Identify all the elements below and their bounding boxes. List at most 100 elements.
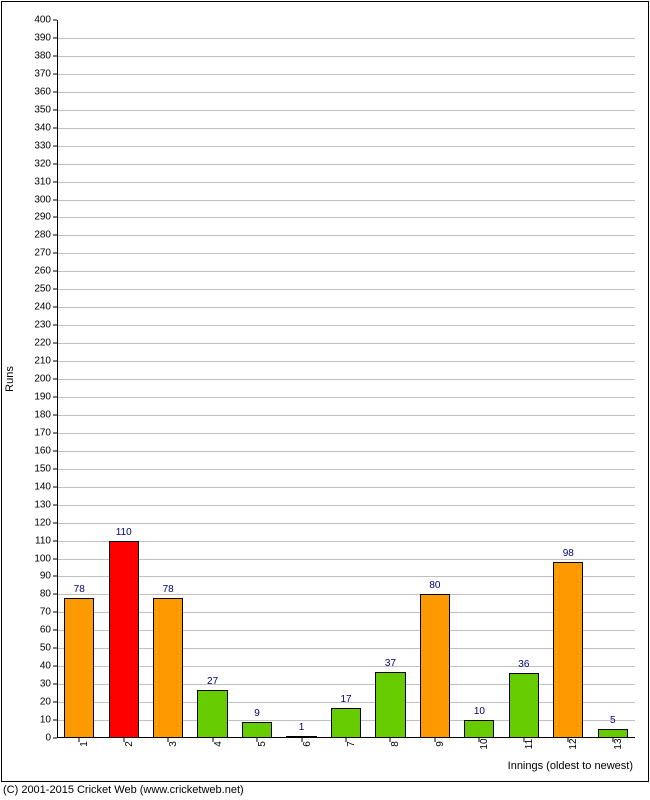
bar: [509, 673, 539, 738]
x-tick-label: 10: [479, 738, 490, 749]
chart-container: 0102030405060708090100110120130140150160…: [0, 0, 650, 800]
bar-value-label: 98: [563, 548, 574, 559]
bar-value-label: 9: [254, 708, 260, 719]
y-tick-label: 100: [34, 553, 51, 564]
gridline: [57, 325, 635, 326]
y-tick-label: 200: [34, 374, 51, 385]
x-tick-label: 5: [257, 741, 268, 747]
gridline: [57, 415, 635, 416]
gridline: [57, 397, 635, 398]
y-tick-label: 160: [34, 445, 51, 456]
gridline: [57, 74, 635, 75]
bar: [420, 594, 450, 738]
y-tick-label: 380: [34, 50, 51, 61]
bar: [598, 729, 628, 738]
bar-value-label: 27: [207, 676, 218, 687]
y-tick-label: 210: [34, 356, 51, 367]
chart-frame: 0102030405060708090100110120130140150160…: [1, 1, 649, 782]
gridline: [57, 307, 635, 308]
plot-area: 0102030405060708090100110120130140150160…: [57, 20, 635, 738]
y-tick-label: 220: [34, 338, 51, 349]
bar: [242, 722, 272, 738]
gridline: [57, 379, 635, 380]
bar: [375, 672, 405, 738]
y-tick-label: 400: [34, 15, 51, 26]
y-tick-label: 140: [34, 481, 51, 492]
x-tick-label: 2: [124, 741, 135, 747]
bar: [197, 690, 227, 738]
y-tick-label: 280: [34, 230, 51, 241]
bar-value-label: 110: [116, 527, 132, 538]
x-tick-label: 4: [213, 741, 224, 747]
gridline: [57, 38, 635, 39]
y-tick-label: 70: [40, 607, 51, 618]
bar-value-label: 80: [429, 580, 440, 591]
y-tick-label: 80: [40, 589, 51, 600]
bar: [331, 708, 361, 739]
gridline: [57, 469, 635, 470]
y-tick-label: 270: [34, 248, 51, 259]
bar-value-label: 78: [74, 584, 85, 595]
gridline: [57, 271, 635, 272]
gridline: [57, 164, 635, 165]
bar-value-label: 5: [610, 715, 616, 726]
y-tick-label: 30: [40, 679, 51, 690]
gridline: [57, 559, 635, 560]
x-axis-title: Innings (oldest to newest): [508, 760, 633, 772]
y-tick-label: 320: [34, 158, 51, 169]
y-tick-label: 130: [34, 499, 51, 510]
y-tick-label: 120: [34, 517, 51, 528]
y-tick-label: 60: [40, 625, 51, 636]
x-tick-label: 1: [79, 741, 90, 747]
y-tick-label: 340: [34, 122, 51, 133]
bar-value-label: 78: [163, 584, 174, 595]
y-tick-label: 360: [34, 86, 51, 97]
gridline: [57, 361, 635, 362]
gridline: [57, 630, 635, 631]
y-axis-line: [57, 20, 58, 738]
gridline: [57, 253, 635, 254]
gridline: [57, 146, 635, 147]
y-tick-label: 180: [34, 409, 51, 420]
y-tick-label: 370: [34, 68, 51, 79]
bar: [64, 598, 94, 738]
y-tick-label: 260: [34, 266, 51, 277]
gridline: [57, 684, 635, 685]
gridline: [57, 343, 635, 344]
y-tick-label: 40: [40, 661, 51, 672]
y-tick-label: 350: [34, 104, 51, 115]
y-tick-label: 240: [34, 302, 51, 313]
gridline: [57, 235, 635, 236]
bar: [109, 541, 139, 738]
gridline: [57, 217, 635, 218]
y-tick-label: 190: [34, 391, 51, 402]
x-tick-label: 7: [346, 741, 357, 747]
y-tick-label: 170: [34, 427, 51, 438]
bar-value-label: 37: [385, 658, 396, 669]
y-tick-label: 250: [34, 284, 51, 295]
gridline: [57, 433, 635, 434]
bar-value-label: 10: [474, 706, 485, 717]
gridline: [57, 92, 635, 93]
x-tick-label: 9: [435, 741, 446, 747]
gridline: [57, 110, 635, 111]
y-axis-title: Runs: [4, 366, 16, 392]
gridline: [57, 648, 635, 649]
bar: [153, 598, 183, 738]
gridline: [57, 541, 635, 542]
bar: [464, 720, 494, 738]
y-tick-label: 390: [34, 32, 51, 43]
y-tick-label: 310: [34, 176, 51, 187]
y-tick-label: 110: [35, 535, 51, 546]
gridline: [57, 612, 635, 613]
gridline: [57, 200, 635, 201]
bar-value-label: 36: [518, 659, 529, 670]
y-tick-label: 330: [34, 140, 51, 151]
x-tick-label: 12: [568, 738, 579, 749]
x-tick-label: 8: [390, 741, 401, 747]
gridline: [57, 505, 635, 506]
gridline: [57, 666, 635, 667]
gridline: [57, 487, 635, 488]
y-tick-label: 230: [34, 320, 51, 331]
x-tick-label: 11: [524, 739, 535, 749]
